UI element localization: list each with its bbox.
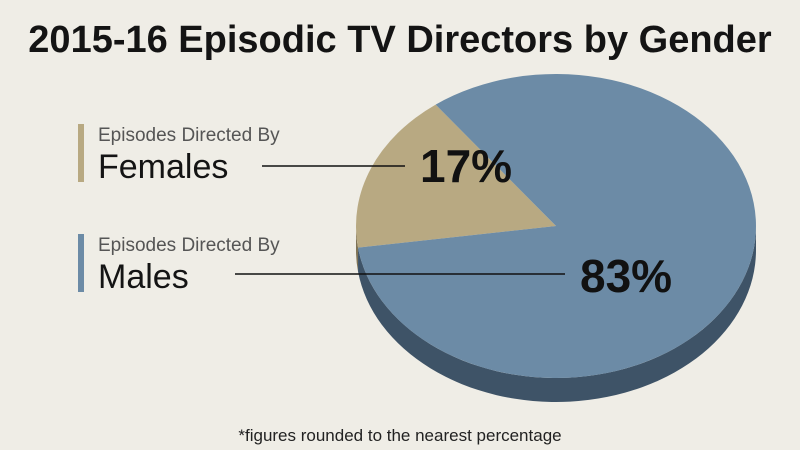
value-label-females: 17%: [420, 140, 512, 192]
legend-swatch-females: [78, 124, 84, 182]
legend-prefix-males: Episodes Directed By: [98, 235, 280, 256]
pie-side-females: [356, 226, 359, 272]
legend-entry-males: Episodes Directed By Males: [78, 234, 280, 296]
pie-slice-males: [358, 74, 756, 379]
footnote: *figures rounded to the nearest percenta…: [238, 426, 561, 445]
pie-slice-females: [355, 104, 556, 248]
legend-swatch-males: [78, 234, 84, 292]
chart-title: 2015-16 Episodic TV Directors by Gender: [28, 19, 772, 61]
legend-label-males: Males: [98, 258, 189, 296]
value-label-males: 83%: [580, 250, 672, 302]
pie-slices: [355, 74, 756, 403]
pie-side-males: [358, 226, 756, 403]
legend-entry-females: Episodes Directed By Females: [78, 124, 280, 186]
legend-prefix-females: Episodes Directed By: [98, 125, 280, 146]
legend-label-females: Females: [98, 148, 228, 186]
